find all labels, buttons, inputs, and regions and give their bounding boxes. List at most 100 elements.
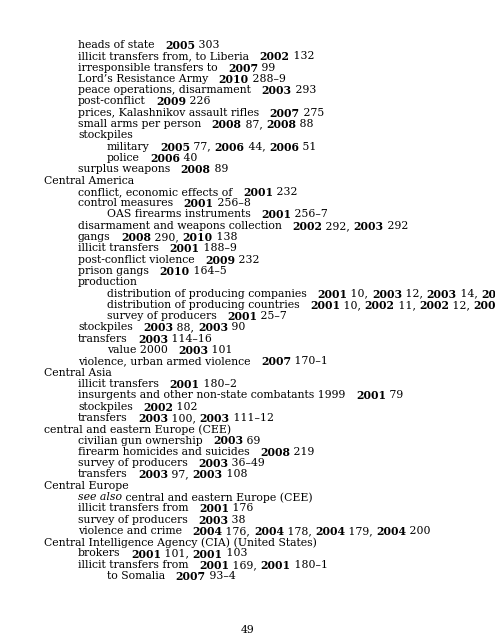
Text: 188–9: 188–9 [199, 243, 237, 253]
Text: 101: 101 [208, 345, 233, 355]
Text: 2003: 2003 [138, 334, 168, 345]
Text: 2005: 2005 [160, 141, 191, 153]
Text: irresponsible transfers to: irresponsible transfers to [78, 63, 218, 72]
Text: 101,: 101, [161, 548, 193, 559]
Text: stockpiles: stockpiles [78, 323, 133, 333]
Text: Central America: Central America [44, 175, 134, 186]
Text: 93–4: 93–4 [206, 571, 236, 581]
Text: 44,: 44, [245, 141, 269, 152]
Text: 2003: 2003 [178, 345, 208, 356]
Text: central and eastern Europe (CEE): central and eastern Europe (CEE) [122, 492, 313, 502]
Text: 77,: 77, [191, 141, 215, 152]
Text: 2001: 2001 [317, 289, 347, 300]
Text: illicit transfers from: illicit transfers from [78, 560, 189, 570]
Text: 89: 89 [211, 164, 228, 174]
Text: control measures: control measures [78, 198, 173, 208]
Text: central and eastern Europe (CEE): central and eastern Europe (CEE) [44, 424, 231, 435]
Text: 132: 132 [290, 51, 314, 61]
Text: post-conflict violence: post-conflict violence [78, 255, 195, 265]
Text: civilian gun ownership: civilian gun ownership [78, 435, 203, 445]
Text: 2008: 2008 [121, 232, 151, 243]
Text: transfers: transfers [78, 413, 128, 423]
Text: 103: 103 [223, 548, 247, 559]
Text: survey of producers: survey of producers [78, 458, 188, 468]
Text: 232: 232 [273, 187, 297, 197]
Text: Central Europe: Central Europe [44, 481, 129, 491]
Text: 14,: 14, [456, 289, 481, 299]
Text: transfers: transfers [78, 469, 128, 479]
Text: 2008: 2008 [260, 447, 290, 458]
Text: 10,: 10, [347, 289, 372, 299]
Text: 2003: 2003 [474, 300, 495, 311]
Text: distribution of producing companies: distribution of producing companies [107, 289, 307, 299]
Text: 79: 79 [386, 390, 403, 400]
Text: 2006: 2006 [269, 141, 299, 153]
Text: 2001: 2001 [184, 198, 214, 209]
Text: to Somalia: to Somalia [107, 571, 165, 581]
Text: 169,: 169, [229, 560, 260, 570]
Text: 51: 51 [299, 141, 316, 152]
Text: 2004: 2004 [254, 526, 284, 537]
Text: 256–8: 256–8 [214, 198, 250, 208]
Text: 2003: 2003 [198, 458, 228, 469]
Text: military: military [107, 141, 150, 152]
Text: see also: see also [78, 492, 122, 502]
Text: 2003: 2003 [200, 413, 230, 424]
Text: 2001: 2001 [169, 243, 199, 254]
Text: 179,: 179, [345, 526, 377, 536]
Text: 97,: 97, [168, 469, 193, 479]
Text: 293: 293 [292, 85, 316, 95]
Text: 114–16: 114–16 [168, 334, 212, 344]
Text: 2002: 2002 [293, 221, 322, 232]
Text: 2003: 2003 [427, 289, 456, 300]
Text: surplus weapons: surplus weapons [78, 164, 170, 174]
Text: 178,: 178, [284, 526, 315, 536]
Text: prices, Kalashnikov assault rifles: prices, Kalashnikov assault rifles [78, 108, 259, 118]
Text: 219: 219 [290, 447, 314, 457]
Text: 2003: 2003 [213, 435, 244, 447]
Text: 2001: 2001 [310, 300, 340, 311]
Text: violence and crime: violence and crime [78, 526, 182, 536]
Text: 290,: 290, [151, 232, 183, 242]
Text: conflict, economic effects of: conflict, economic effects of [78, 187, 232, 197]
Text: police: police [107, 153, 140, 163]
Text: production: production [78, 277, 138, 287]
Text: illicit transfers from: illicit transfers from [78, 503, 189, 513]
Text: 2010: 2010 [219, 74, 249, 85]
Text: brokers: brokers [78, 548, 120, 559]
Text: Lord’s Resistance Army: Lord’s Resistance Army [78, 74, 208, 84]
Text: 2001: 2001 [169, 379, 199, 390]
Text: 2001: 2001 [356, 390, 386, 401]
Text: 180–1: 180–1 [291, 560, 328, 570]
Text: 2007: 2007 [270, 108, 300, 119]
Text: 288–9: 288–9 [249, 74, 286, 84]
Text: 2002: 2002 [419, 300, 449, 311]
Text: 292,: 292, [322, 221, 354, 231]
Text: 2003: 2003 [138, 413, 168, 424]
Text: 2009: 2009 [156, 97, 186, 108]
Text: 2003: 2003 [198, 323, 228, 333]
Text: 2001: 2001 [243, 187, 273, 198]
Text: 2003: 2003 [138, 469, 168, 481]
Text: 176: 176 [229, 503, 253, 513]
Text: 2007: 2007 [228, 63, 258, 74]
Text: illicit transfers from, to Liberia: illicit transfers from, to Liberia [78, 51, 249, 61]
Text: 108: 108 [223, 469, 247, 479]
Text: 200: 200 [406, 526, 431, 536]
Text: 49: 49 [241, 625, 254, 635]
Text: 2002: 2002 [365, 300, 395, 311]
Text: 99: 99 [258, 63, 276, 72]
Text: prison gangs: prison gangs [78, 266, 149, 276]
Text: 2004: 2004 [193, 526, 222, 537]
Text: 256–7: 256–7 [292, 209, 328, 220]
Text: gangs: gangs [78, 232, 110, 242]
Text: 40: 40 [180, 153, 198, 163]
Text: 2004: 2004 [377, 526, 406, 537]
Text: firearm homicides and suicides: firearm homicides and suicides [78, 447, 249, 457]
Text: heads of state: heads of state [78, 40, 154, 50]
Text: 2001: 2001 [131, 548, 161, 559]
Text: 2002: 2002 [259, 51, 290, 62]
Text: 111–12: 111–12 [230, 413, 274, 423]
Text: peace operations, disarmament: peace operations, disarmament [78, 85, 251, 95]
Text: 164–5: 164–5 [190, 266, 226, 276]
